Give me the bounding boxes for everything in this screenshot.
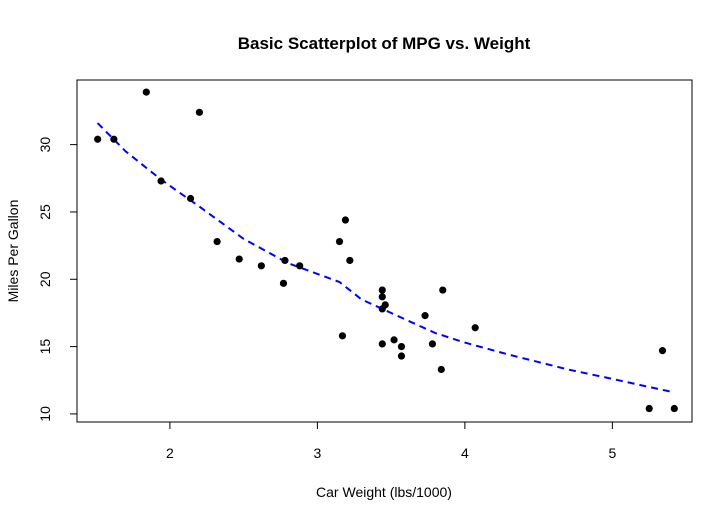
data-point [471, 324, 479, 332]
data-point [335, 237, 344, 246]
data-point [157, 177, 165, 185]
data-point [142, 88, 150, 96]
data-point [94, 135, 102, 143]
data-point [213, 237, 221, 246]
data-point [341, 216, 350, 224]
data-point [346, 256, 354, 265]
smoother-layer [96, 122, 675, 394]
data-point [381, 301, 389, 309]
y-tick-label: 15 [37, 339, 53, 355]
x-tick-label: 4 [461, 445, 469, 461]
points-layer [94, 88, 678, 413]
data-point [378, 293, 386, 301]
y-tick-label: 10 [37, 406, 53, 422]
y-tick-label: 20 [37, 271, 53, 287]
data-point [296, 262, 304, 270]
data-point [428, 340, 437, 348]
data-point [439, 286, 447, 294]
data-point [279, 279, 288, 287]
data-point [378, 340, 386, 348]
data-point [281, 256, 289, 265]
data-point [397, 352, 406, 360]
x-tick-label: 2 [166, 445, 174, 461]
data-point [110, 135, 118, 143]
data-point [421, 312, 429, 320]
data-point [378, 286, 386, 294]
data-point [195, 108, 204, 116]
data-point [658, 347, 667, 355]
data-point [235, 255, 243, 263]
y-tick-label: 25 [37, 204, 53, 220]
y-axis: 10 15 20 25 30 [37, 137, 78, 422]
data-point [390, 336, 398, 344]
y-tick-label: 30 [37, 137, 53, 153]
x-axis-label: Car Weight (lbs/1000) [316, 484, 452, 500]
data-point [186, 194, 195, 203]
data-point [397, 342, 406, 351]
x-axis: 2 3 4 5 [166, 421, 616, 461]
chart-title: Basic Scatterplot of MPG vs. Weight [238, 34, 531, 53]
data-point [645, 404, 653, 413]
data-point [338, 332, 347, 340]
data-point [257, 262, 265, 270]
x-tick-label: 5 [608, 445, 616, 461]
data-point [437, 365, 445, 374]
data-point [670, 404, 678, 413]
y-axis-label: Miles Per Gallon [5, 200, 21, 303]
smoother-line [96, 122, 675, 394]
x-tick-label: 3 [313, 445, 321, 461]
